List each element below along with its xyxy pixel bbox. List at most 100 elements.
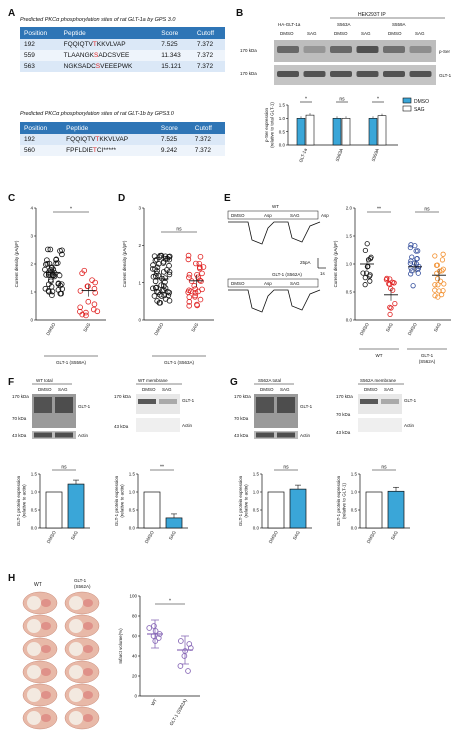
- data-point: [192, 294, 198, 300]
- data-point: [392, 301, 398, 307]
- data-point: [440, 266, 446, 272]
- y-axis-label: Current density (pA/pF): [14, 240, 19, 287]
- glt1-band: [381, 399, 399, 404]
- cell-position: 563: [20, 61, 60, 72]
- infarct-region: [27, 619, 41, 633]
- data-point: [194, 271, 200, 278]
- viable-region: [83, 645, 93, 653]
- blot-title: WT total: [36, 378, 53, 383]
- infarct-region: [27, 596, 41, 610]
- blot-title: S562A membrane: [360, 378, 397, 383]
- y-axis-label: Infarct volume(%): [118, 628, 123, 664]
- significance-label: *: [169, 599, 171, 605]
- lane-label: SAG: [280, 387, 290, 392]
- treatment-box: [227, 210, 319, 220]
- panel-b-figure: HEK293T IP HA-GLT-1a S563A S559A DMSO SAG…: [240, 12, 452, 163]
- peptide-prefix: TLAANGK: [63, 52, 94, 59]
- data-point: [410, 283, 416, 289]
- data-point: [151, 623, 157, 629]
- cell-peptide: FQQIQTVTKKVLVAP: [59, 39, 158, 50]
- data-point: [154, 298, 160, 304]
- significance-label: **: [377, 207, 381, 213]
- infarct-region: [69, 619, 83, 633]
- y-tick-label: 2: [138, 243, 141, 248]
- y-axis-label: (relative to actin): [22, 484, 27, 518]
- table-row: 563 NGKSADCSVEEEPWK 15.121 7.372: [20, 61, 225, 72]
- data-point: [185, 289, 191, 296]
- column-label-wt: WT: [34, 582, 42, 588]
- kda-marker: 170 kDa: [234, 394, 251, 399]
- lane-label: SAG: [307, 31, 317, 36]
- y-tick-label: 1.5: [351, 472, 358, 477]
- col-position: Position: [20, 27, 60, 39]
- lane-label: SAG: [162, 387, 172, 392]
- data-point: [58, 290, 64, 297]
- data-point: [195, 274, 201, 281]
- lane-label: DMSO: [280, 31, 294, 36]
- actin-band: [34, 432, 52, 438]
- treatment-label: SAG: [290, 281, 300, 286]
- cell-position: 559: [20, 50, 60, 61]
- data-point: [177, 663, 184, 669]
- panel-label-f: F: [8, 377, 15, 388]
- x-tick-label: SAG: [168, 530, 177, 541]
- column-label-mutant: (S562A): [74, 584, 91, 589]
- col-peptide: Peptide: [62, 122, 157, 134]
- lane-label: DMSO: [38, 387, 52, 392]
- data-point: [146, 625, 153, 631]
- y-tick-label: 1.0: [351, 490, 358, 495]
- col-score: Score: [156, 122, 191, 134]
- y-tick-label: 3: [138, 206, 141, 211]
- peptide-suffix: ADCSVEE: [98, 52, 130, 59]
- col-position: Position: [20, 122, 63, 134]
- cell-cutoff: 7.372: [192, 50, 225, 61]
- significance-label: *: [305, 97, 307, 103]
- kda-marker: 170 kDa: [114, 394, 131, 399]
- lane-label: DMSO: [260, 387, 274, 392]
- data-point: [367, 272, 373, 278]
- table-row: 192 FQQIQTVTKKVLVAP 7.525 7.372: [20, 134, 225, 145]
- cell-peptide: FQQIQTVTKKVLVAP: [62, 134, 157, 145]
- pser-band: [303, 46, 326, 53]
- band-label: Actin: [404, 423, 415, 428]
- cell-peptide: FPFLDIETCI*****: [62, 145, 157, 156]
- data-point: [49, 292, 55, 298]
- x-tick-label: GLT-1 (S562A): [169, 698, 189, 727]
- pser-band: [277, 46, 299, 53]
- kda-marker: 170 kDa: [240, 48, 257, 53]
- y-tick-label: 4: [30, 206, 33, 211]
- data-point: [196, 260, 203, 267]
- lane-label: SAG: [58, 387, 68, 392]
- panel-label-g: G: [230, 377, 238, 388]
- data-point: [186, 641, 193, 647]
- peptide-prefix: FQQIQTV: [63, 41, 93, 48]
- cell-peptide: NGKSADCSVEEEPWK: [59, 61, 158, 72]
- infarct-region: [69, 711, 83, 725]
- data-point: [47, 246, 54, 253]
- col-score: Score: [157, 27, 193, 39]
- data-point: [54, 260, 61, 266]
- bar-dmso: [143, 491, 161, 529]
- data-point: [55, 281, 62, 287]
- data-point: [85, 298, 92, 305]
- cell-cutoff: 7.372: [190, 134, 225, 145]
- band-label: GLT-1: [404, 398, 417, 403]
- data-point: [90, 306, 97, 313]
- treatment-label: DMSO: [231, 281, 245, 286]
- bar-dmso: [368, 118, 378, 146]
- significance-label: ns: [339, 97, 345, 103]
- kda-marker: 70 kDa: [336, 412, 351, 417]
- viable-region: [41, 691, 51, 699]
- glt1-band: [159, 399, 177, 404]
- actin-blot: [358, 418, 402, 432]
- table-row: 192 FQQIQTVTKKVLVAP 7.525 7.372: [20, 39, 225, 50]
- lane-label: SAG: [384, 387, 394, 392]
- actin-band: [55, 432, 73, 438]
- data-point: [196, 264, 203, 271]
- y-tick-label: 0: [30, 318, 33, 323]
- y-tick-label: 80: [132, 614, 138, 619]
- pser-band: [383, 46, 405, 53]
- infarct-region: [27, 688, 41, 702]
- data-point: [186, 294, 193, 300]
- y-tick-label: 1.5: [346, 234, 353, 239]
